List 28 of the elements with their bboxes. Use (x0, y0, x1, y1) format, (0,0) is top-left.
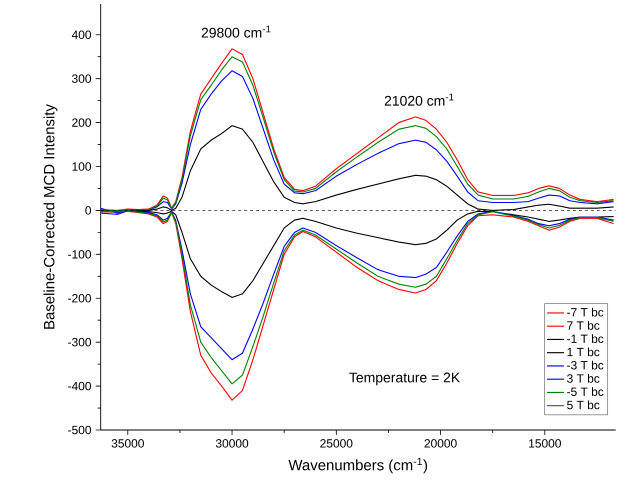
x-tick-label: 25000 (320, 439, 352, 448)
x-tick-label: 30000 (216, 439, 248, 448)
legend-label: -5 T bc (567, 387, 604, 396)
x-tick-label: 35000 (112, 439, 144, 448)
y-tick-label: -500 (68, 426, 92, 434)
legend-label: 1 T bc (567, 347, 600, 356)
y-tick-label: -300 (68, 338, 92, 346)
y-tick-label: 100 (72, 162, 92, 171)
x-axis-title: Wavenumbers (cm$^{-1}$) (288, 458, 428, 474)
x-tick-label: 20000 (424, 439, 457, 448)
y-tick-label: 400 (72, 30, 92, 39)
y-tick-label: -100 (68, 250, 92, 259)
legend-label: -7 T bc (567, 308, 604, 316)
legend-label: -1 T bc (567, 334, 604, 343)
y-tick-label: 300 (72, 74, 92, 83)
legend-label: 3 T bc (567, 374, 600, 383)
annotation: 21020 cm$^{-1}$ (384, 94, 454, 106)
annotation: Temperature = 2K (349, 372, 460, 386)
y-axis-title: Baseline-Corrected MCD Intensity (43, 104, 58, 329)
y-tick-label: 0 (85, 206, 92, 215)
annotation: 29800 cm$^{-1}$ (202, 26, 270, 38)
y-tick-label: 200 (72, 118, 92, 127)
legend-label: -3 T bc (567, 360, 604, 370)
y-tick-label: -400 (68, 382, 92, 390)
x-tick-label: 15000 (529, 439, 561, 448)
legend-label: 5 T bc (567, 400, 600, 410)
legend-label: 7 T bc (567, 320, 600, 330)
y-tick-label: -200 (68, 294, 92, 302)
